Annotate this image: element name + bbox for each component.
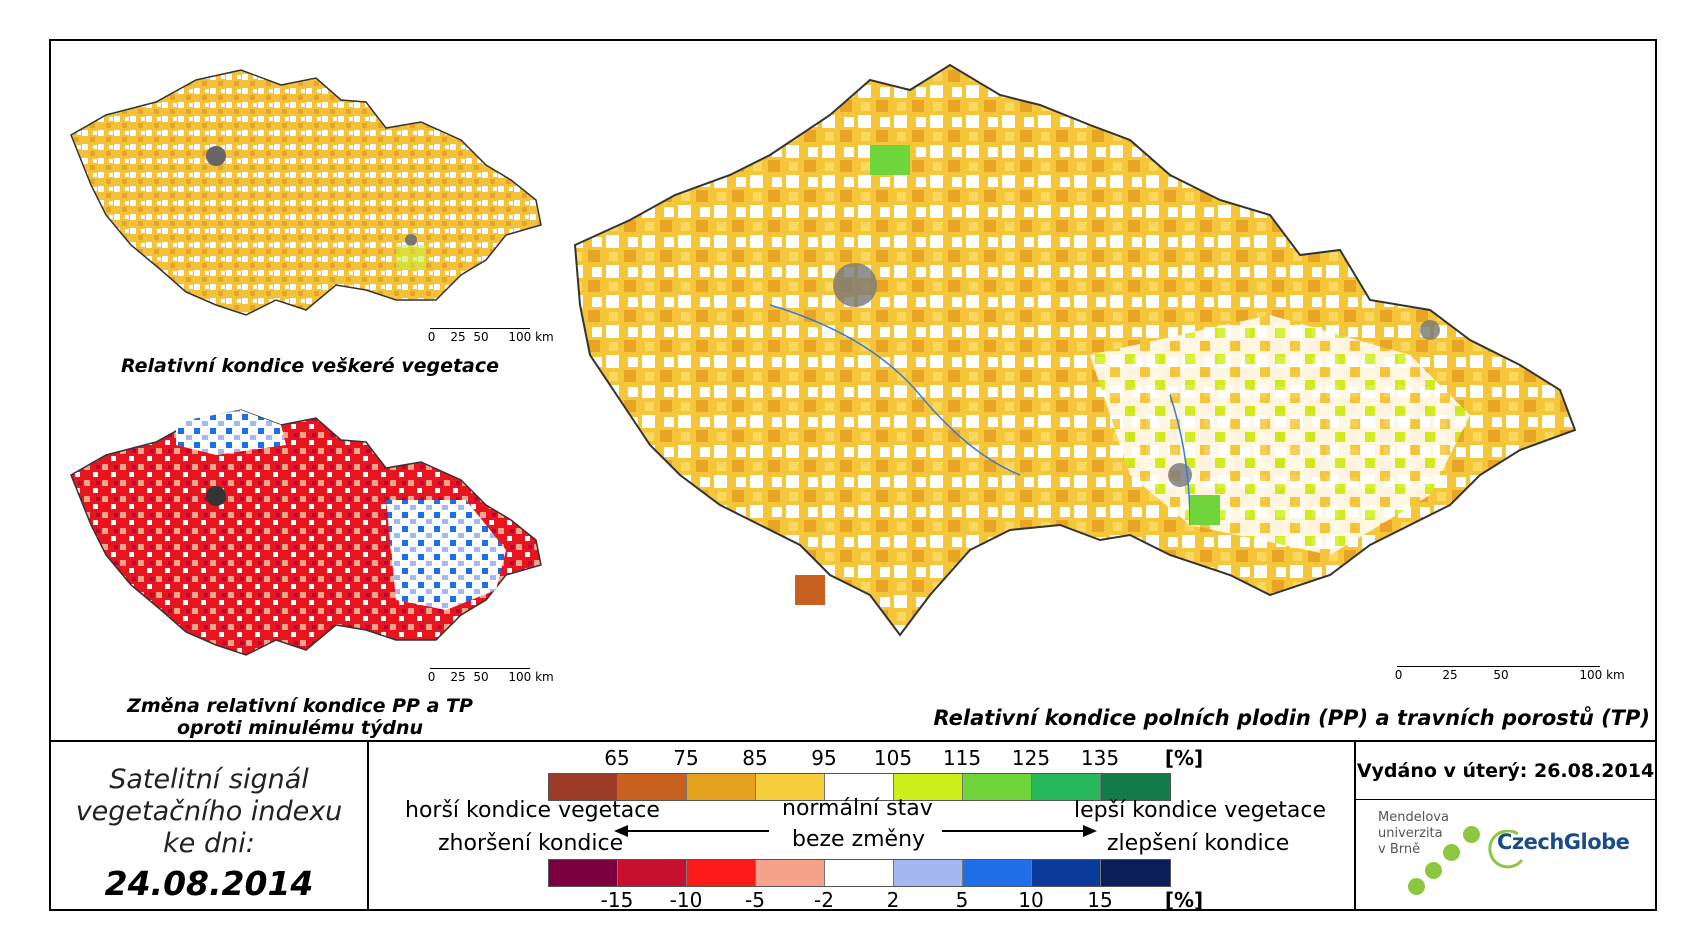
- main-map-title: Relativní kondice polních plodin (PP) a …: [933, 706, 1650, 730]
- legend-bottom-value: -10: [669, 888, 703, 912]
- legend-no-change: beze změny: [792, 827, 926, 852]
- legend: 65 75 85 95 105 115 125 135 [%] horší ko…: [369, 742, 1354, 912]
- legend-bottom-value: 10: [1018, 888, 1044, 912]
- legend-top-value: 95: [811, 746, 837, 770]
- legend-top-value: 85: [742, 746, 768, 770]
- legend-swatch: [894, 860, 963, 886]
- legend-normal: normální stav: [782, 796, 933, 821]
- legend-swatch: [963, 860, 1032, 886]
- arrow-right: [942, 830, 1088, 832]
- legend-swatch: [1101, 774, 1170, 800]
- legend-swatch: [756, 774, 825, 800]
- logo-dot: [1408, 878, 1425, 895]
- legend-bottom-value: 2: [886, 888, 900, 912]
- cz-outline-main: [573, 63, 1577, 637]
- czechglobe-logo: CzechGlobe: [1497, 830, 1630, 854]
- legend-swatch: [687, 774, 756, 800]
- legend-swatch: [963, 774, 1032, 800]
- legend-bottom-swatches: [548, 859, 1171, 887]
- legend-swatch: [825, 774, 894, 800]
- logo-dot: [1463, 826, 1480, 843]
- cz-outline-small: [70, 69, 542, 316]
- legend-bottom-value: 5: [955, 888, 969, 912]
- legend-swatch: [1032, 774, 1101, 800]
- divider-issued: [1356, 799, 1655, 800]
- legend-worse-change: zhoršení kondice: [438, 831, 624, 856]
- mendel-university-logo: Mendelova univerzita v Brně: [1378, 810, 1449, 857]
- legend-top-value: 105: [873, 746, 913, 770]
- issued-date: Vydáno v úterý: 26.08.2014: [1356, 759, 1655, 782]
- legend-bottom-value: -15: [600, 888, 634, 912]
- czechglobe-swoosh-icon: [1488, 830, 1524, 869]
- legend-swatch: [894, 774, 963, 800]
- legend-swatch: [687, 860, 756, 886]
- logo-dot: [1425, 862, 1442, 879]
- satellite-date: 24.08.2014: [104, 864, 314, 903]
- divider-right: [1354, 740, 1356, 911]
- legend-swatch: [1101, 860, 1170, 886]
- small-map-vegetation: [70, 69, 542, 316]
- arrow-left: [623, 830, 769, 832]
- legend-swatch: [549, 774, 618, 800]
- small-map-title-vegetation: Relativní kondice veškeré vegetace: [120, 355, 500, 377]
- legend-bottom-value: -5: [745, 888, 765, 912]
- legend-top-value: 125: [1011, 746, 1051, 770]
- legend-top-value: 115: [942, 746, 982, 770]
- legend-swatch: [618, 774, 687, 800]
- satellite-line3: ke dni:: [163, 828, 255, 859]
- legend-top-value: 135: [1080, 746, 1120, 770]
- satellite-line1: Satelitní signál: [109, 764, 309, 795]
- legend-swatch: [618, 860, 687, 886]
- legend-better-change: zlepšení kondice: [1107, 831, 1290, 856]
- legend-top-unit: [%]: [1164, 746, 1204, 770]
- satellite-line2: vegetačního indexu: [75, 796, 343, 827]
- small-map-change: [70, 409, 542, 656]
- legend-swatch: [756, 860, 825, 886]
- legend-better-condition: lepší kondice vegetace: [1074, 798, 1327, 823]
- legend-swatch: [549, 860, 618, 886]
- logo-dot: [1443, 844, 1460, 861]
- legend-bottom-value: -2: [814, 888, 834, 912]
- legend-top-value: 65: [604, 746, 630, 770]
- legend-worse-condition: horší kondice vegetace: [405, 798, 660, 823]
- divider-left: [367, 740, 369, 911]
- main-map-crops-grassland: [573, 63, 1577, 637]
- satellite-info: Satelitní signál vegetačního indexu ke d…: [51, 742, 367, 909]
- arrow-left-head-icon: [614, 825, 628, 837]
- legend-bottom-value: 15: [1087, 888, 1113, 912]
- legend-swatch: [1032, 860, 1101, 886]
- small-map-title-change: Změna relativní kondice PP a TP oproti m…: [127, 695, 473, 739]
- legend-top-value: 75: [673, 746, 699, 770]
- legend-bottom-unit: [%]: [1164, 888, 1204, 912]
- divider-horizontal: [49, 740, 1657, 742]
- arrow-right-head-icon: [1083, 825, 1097, 837]
- legend-top-swatches: [548, 773, 1171, 801]
- legend-swatch: [825, 860, 894, 886]
